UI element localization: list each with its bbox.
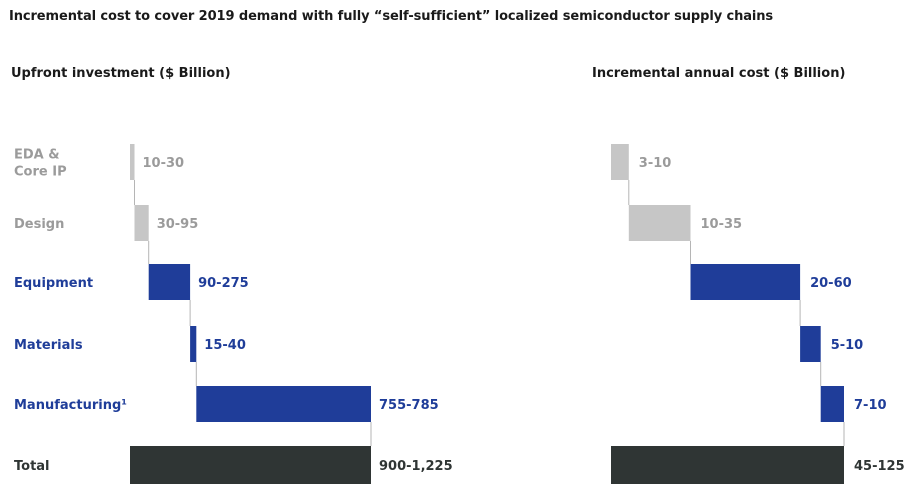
category-label-2: Equipment (14, 276, 93, 291)
upfront-value-label-4: 755-785 (379, 398, 439, 413)
category-label-0: EDA & Core IP (14, 148, 67, 180)
annual-value-label-4: 7-10 (854, 398, 887, 413)
category-label-5: Total (14, 459, 50, 474)
category-label-3: Materials (14, 338, 83, 353)
annual-bar-5 (611, 446, 844, 484)
upfront-bar-3 (190, 326, 197, 362)
upfront-value-label-5: 900-1,225 (379, 459, 453, 474)
upfront-bar-2 (148, 264, 191, 300)
upfront-value-label-3: 15-40 (204, 338, 246, 353)
upfront-bar-5 (130, 446, 371, 484)
annual-bar-2 (690, 264, 801, 300)
annual-value-label-0: 3-10 (639, 156, 672, 171)
annual-bar-1 (628, 205, 691, 241)
annual-bar-3 (800, 326, 821, 362)
upfront-value-label-1: 30-95 (157, 217, 199, 232)
upfront-bar-4 (196, 386, 371, 422)
annual-bar-0 (611, 144, 629, 180)
upfront-bar-1 (134, 205, 149, 241)
upfront-bar-0 (130, 144, 135, 180)
annual-value-label-5: 45-125 (854, 459, 905, 474)
category-label-1: Design (14, 217, 64, 232)
annual-value-label-2: 20-60 (810, 276, 852, 291)
upfront-value-label-0: 10-30 (143, 156, 185, 171)
category-label-4: Manufacturing¹ (14, 398, 127, 413)
annual-value-label-1: 10-35 (701, 217, 743, 232)
chart-title: Incremental cost to cover 2019 demand wi… (9, 9, 774, 24)
annual-bar-4 (820, 386, 844, 422)
upfront-value-label-2: 90-275 (198, 276, 249, 291)
left-chart-subtitle: Upfront investment ($ Billion) (11, 66, 231, 81)
right-chart-subtitle: Incremental annual cost ($ Billion) (592, 66, 846, 81)
annual-value-label-3: 5-10 (831, 338, 864, 353)
